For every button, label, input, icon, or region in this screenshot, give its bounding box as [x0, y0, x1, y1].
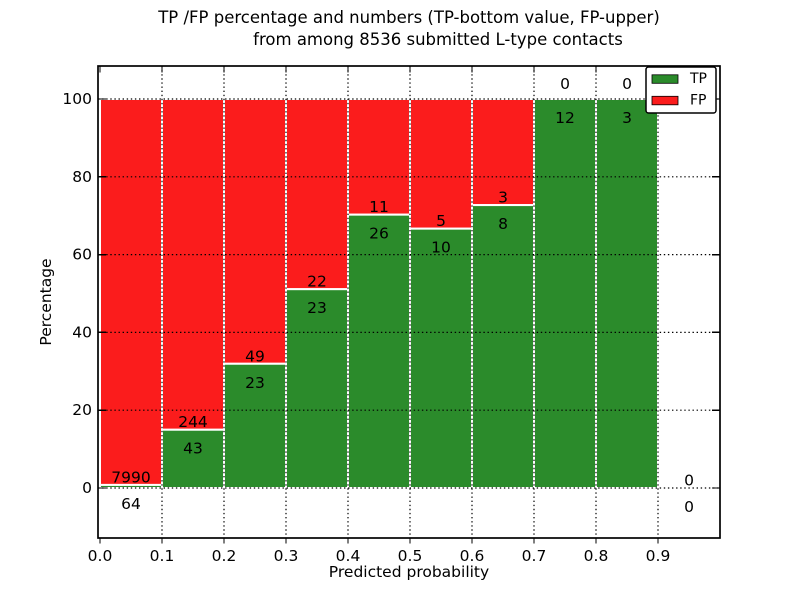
bar-tp — [347, 213, 411, 490]
bar-fp — [285, 98, 349, 291]
fp-count-label: 3 — [498, 189, 508, 207]
y-tick-label: 0 — [82, 479, 92, 497]
fp-count-label: 0 — [560, 75, 570, 93]
x-tick-label: 0.4 — [336, 547, 361, 565]
fp-count-label: 244 — [178, 413, 208, 431]
chart-title-line1: TP /FP percentage and numbers (TP-bottom… — [158, 8, 660, 27]
y-tick-label: 60 — [72, 246, 92, 264]
bar-fp — [223, 98, 287, 365]
bar-fp — [99, 98, 163, 486]
x-tick-label: 0.1 — [150, 547, 175, 565]
x-tick-label: 0.3 — [274, 547, 299, 565]
fp-count-label: 7990 — [111, 468, 150, 486]
bar-tp — [161, 428, 225, 490]
bar-fp — [409, 98, 473, 230]
tp-count-label: 0 — [684, 498, 694, 516]
x-tick-label: 0.5 — [398, 547, 423, 565]
x-tick-label: 0.9 — [646, 547, 671, 565]
y-tick-label: 20 — [72, 401, 92, 419]
y-tick-label: 80 — [72, 168, 92, 186]
tp-count-label: 12 — [555, 109, 575, 127]
tp-count-label: 23 — [307, 299, 327, 317]
legend-swatch-tp-icon — [651, 74, 679, 84]
x-tick-label: 0.8 — [584, 547, 609, 565]
x-tick-label: 0.0 — [88, 547, 113, 565]
legend-swatch-fp-icon — [651, 95, 679, 106]
legend-label-tp: TP — [689, 71, 707, 87]
y-tick-label: 40 — [72, 323, 92, 341]
tp-count-label: 10 — [431, 239, 451, 257]
tp-count-label: 3 — [622, 109, 632, 127]
fp-count-label: 49 — [245, 347, 265, 365]
bar-tp — [409, 227, 473, 490]
tp-count-label: 8 — [498, 215, 508, 233]
x-tick-label: 0.6 — [460, 547, 485, 565]
fp-count-label: 11 — [369, 198, 389, 216]
bar-tp — [285, 288, 349, 489]
fp-count-label: 0 — [622, 75, 632, 93]
tp-count-label: 64 — [121, 495, 141, 513]
fp-count-label: 5 — [436, 212, 446, 230]
bar-tp — [533, 98, 597, 489]
tp-count-label: 26 — [369, 225, 389, 243]
tp-count-label: 43 — [183, 440, 203, 458]
legend-label-fp: FP — [690, 93, 707, 109]
bar-tp — [471, 204, 535, 490]
fp-count-label: 0 — [684, 472, 694, 490]
chart-title-line2: from among 8536 submitted L-type contact… — [253, 30, 623, 49]
bar-fp — [161, 98, 225, 431]
x-tick-label: 0.2 — [212, 547, 237, 565]
bar-tp — [595, 98, 659, 489]
x-tick-label: 0.7 — [522, 547, 547, 565]
x-axis-label: Predicted probability — [328, 563, 490, 581]
y-axis-label: Percentage — [37, 258, 55, 346]
tp-count-label: 23 — [245, 374, 265, 392]
fp-count-label: 22 — [307, 273, 327, 291]
axes-box — [97, 65, 721, 539]
y-tick-label: 100 — [62, 90, 92, 108]
